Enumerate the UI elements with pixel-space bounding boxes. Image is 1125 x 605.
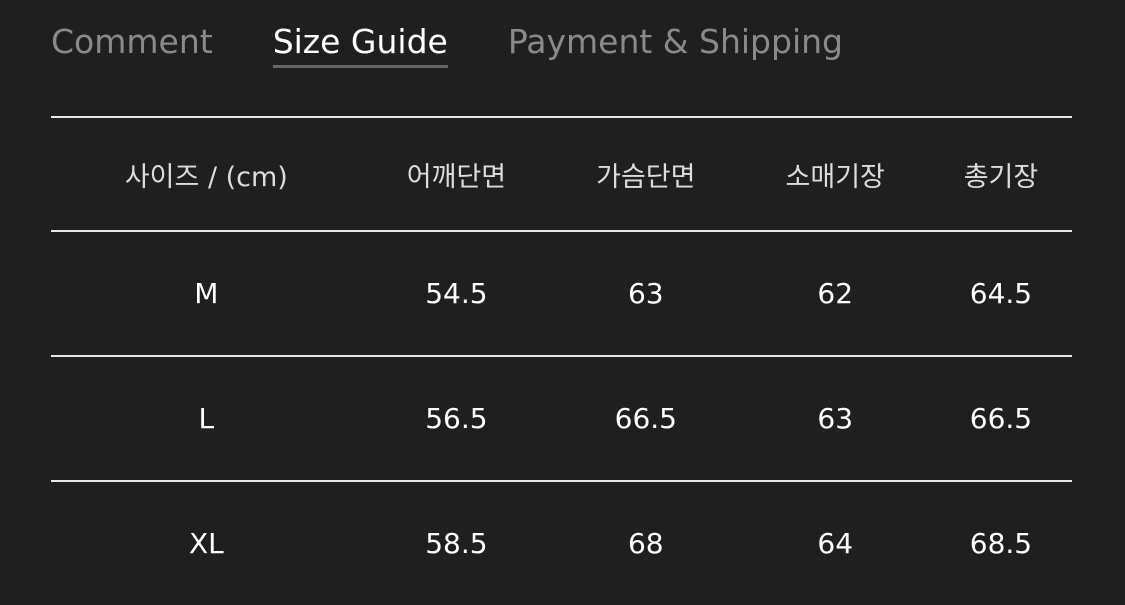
table-cell: 63 — [740, 355, 930, 481]
table-cell: 64 — [740, 480, 930, 605]
table-cell: 68.5 — [929, 480, 1072, 605]
header-cell: 총기장 — [929, 116, 1072, 231]
table-cell: 54.5 — [361, 230, 552, 356]
table-row: XL 58.5 68 64 68.5 — [51, 480, 1072, 605]
tab-size-guide[interactable]: Size Guide — [272, 22, 448, 68]
table-cell: M — [51, 230, 362, 356]
header-cell: 소매기장 — [740, 116, 930, 231]
size-table: 사이즈 / (cm) 어깨단면 가슴단면 소매기장 총기장 M 54.5 63 62 6… — [51, 116, 1072, 605]
table-cell: 66.5 — [551, 355, 741, 481]
header-cell: 어깨단면 — [361, 116, 552, 231]
table-cell: 63 — [551, 230, 741, 356]
header-cell: 사이즈 / (cm) — [51, 116, 362, 231]
table-header-row: 사이즈 / (cm) 어깨단면 가슴단면 소매기장 총기장 — [51, 116, 1072, 231]
table-row: L 56.5 66.5 63 66.5 — [51, 355, 1072, 481]
table-cell: 68 — [551, 480, 741, 605]
tab-payment-shipping[interactable]: Payment & Shipping — [507, 22, 843, 61]
table-cell: XL — [51, 480, 362, 605]
table-cell: L — [51, 355, 362, 481]
header-cell: 가슴단면 — [551, 116, 741, 231]
table-cell: 58.5 — [361, 480, 552, 605]
table-cell: 56.5 — [361, 355, 552, 481]
table-cell: 64.5 — [929, 230, 1072, 356]
table-cell: 62 — [740, 230, 930, 356]
table-cell: 66.5 — [929, 355, 1072, 481]
tab-bar: Comment Size Guide Payment & Shipping — [51, 22, 843, 68]
tab-comment[interactable]: Comment — [51, 22, 213, 61]
table-row: M 54.5 63 62 64.5 — [51, 230, 1072, 356]
